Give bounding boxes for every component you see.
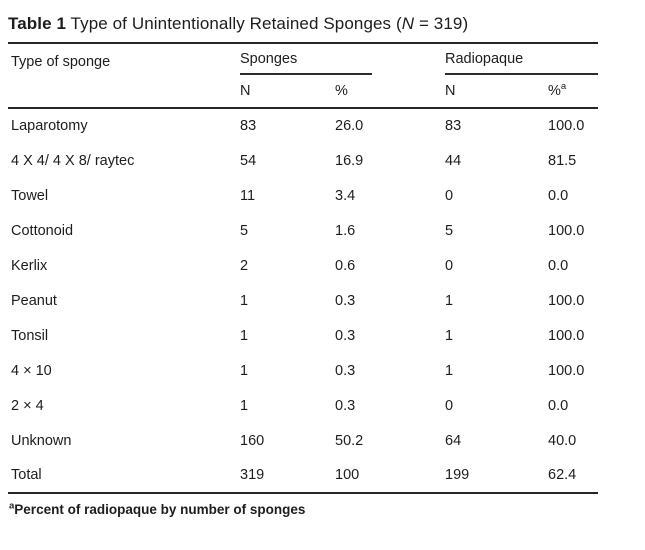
- column-group-sponges: Sponges: [240, 44, 445, 75]
- cell-radiopaque-n: 1: [445, 292, 454, 309]
- table-row: Tonsil 1 0.3 1 100.0: [8, 318, 598, 353]
- table-row: 4 × 10 1 0.3 1 100.0: [8, 353, 598, 388]
- cell-sponges-n: 83: [240, 118, 257, 134]
- cell-sponges-percent: 26.0: [335, 118, 364, 134]
- cell-radiopaque-percent: 100.0: [548, 222, 585, 239]
- table-1-container: Table 1 Type of Unintentionally Retained…: [8, 13, 598, 517]
- cell-sponge-type: 4 X 4/ 4 X 8/ raytec: [11, 152, 135, 169]
- column-group-sponges-label: Sponges: [240, 51, 372, 75]
- cell-sponges-n: 1: [240, 362, 249, 379]
- cell-radiopaque-n: 64: [445, 432, 462, 449]
- cell-sponge-type: Laparotomy: [11, 118, 88, 134]
- table-number-label: Table 1: [8, 14, 67, 33]
- cell-sponges-n: 1: [240, 292, 249, 309]
- cell-sponges-n: 1: [240, 327, 249, 344]
- cell-radiopaque-percent: 100.0: [548, 362, 585, 379]
- table-body: Laparotomy 83 26.0 83 100.0 4 X 4/ 4 X 8…: [8, 108, 598, 493]
- table-row: Peanut 1 0.3 1 100.0: [8, 283, 598, 318]
- cell-radiopaque-n: 0: [445, 397, 454, 414]
- cell-radiopaque-n: 1: [445, 327, 454, 344]
- cell-sponges-percent: 0.3: [335, 327, 356, 344]
- table-caption-suffix: = 319): [414, 14, 469, 33]
- column-header-radiopaque-percent: %a: [548, 75, 598, 109]
- table-row: 4 X 4/ 4 X 8/ raytec 54 16.9 44 81.5: [8, 143, 598, 178]
- table-header: Type of sponge Sponges Radiopaque N % N …: [8, 44, 598, 109]
- cell-sponges-n: 54: [240, 152, 257, 169]
- table-caption-text: Type of Unintentionally Retained Sponges…: [66, 14, 402, 33]
- cell-sponges-n: 319: [240, 467, 265, 483]
- cell-radiopaque-percent: 0.0: [548, 397, 569, 414]
- table-row: 2 × 4 1 0.3 0 0.0: [8, 388, 598, 423]
- cell-radiopaque-n: 199: [445, 467, 470, 483]
- footnote-marker-a: a: [9, 500, 15, 512]
- cell-sponges-percent: 0.6: [335, 257, 356, 274]
- table-caption-n-symbol: N: [401, 14, 415, 33]
- cell-sponges-percent: 100: [335, 467, 360, 483]
- table-title: Table 1 Type of Unintentionally Retained…: [8, 13, 598, 44]
- cell-sponges-percent: 0.3: [335, 362, 356, 379]
- cell-radiopaque-percent: 0.0: [548, 187, 569, 204]
- table-row: Unknown 160 50.2 64 40.0: [8, 423, 598, 458]
- cell-sponge-type: Unknown: [11, 432, 72, 449]
- cell-sponge-type: Towel: [11, 187, 49, 204]
- cell-radiopaque-percent: 40.0: [548, 432, 577, 449]
- cell-radiopaque-percent: 100.0: [548, 118, 585, 134]
- cell-sponge-type: Kerlix: [11, 257, 48, 274]
- cell-radiopaque-n: 1: [445, 362, 454, 379]
- cell-sponges-percent: 1.6: [335, 222, 356, 239]
- cell-radiopaque-percent: 0.0: [548, 257, 569, 274]
- column-header-radiopaque-n: N: [445, 75, 548, 109]
- cell-radiopaque-percent: 100.0: [548, 292, 585, 309]
- cell-sponges-percent: 3.4: [335, 187, 356, 204]
- cell-sponges-percent: 16.9: [335, 152, 364, 169]
- cell-radiopaque-percent: 81.5: [548, 152, 577, 169]
- sub-header-row: N % N %a: [8, 75, 598, 109]
- cell-radiopaque-percent: 62.4: [548, 467, 577, 483]
- column-header-sponges-n: N: [240, 75, 335, 109]
- cell-radiopaque-n: 0: [445, 257, 454, 274]
- table-footnote: aPercent of radiopaque by number of spon…: [8, 494, 598, 517]
- cell-radiopaque-n: 44: [445, 152, 462, 169]
- cell-sponges-n: 160: [240, 432, 265, 449]
- table-row: Cottonoid 5 1.6 5 100.0: [8, 213, 598, 248]
- cell-sponges-n: 11: [240, 187, 256, 204]
- table-row: Total 319 100 199 62.4: [8, 458, 598, 493]
- column-group-radiopaque: Radiopaque: [445, 44, 598, 75]
- cell-sponges-percent: 50.2: [335, 432, 364, 449]
- cell-sponges-percent: 0.3: [335, 292, 356, 309]
- cell-sponges-percent: 0.3: [335, 397, 356, 414]
- cell-sponges-n: 1: [240, 397, 249, 414]
- footnote-marker-a: a: [560, 81, 567, 93]
- cell-radiopaque-n: 0: [445, 187, 454, 204]
- cell-radiopaque-percent: 100.0: [548, 327, 585, 344]
- percent-sign: %: [548, 83, 561, 99]
- column-header-sponges-percent: %: [335, 75, 445, 109]
- footnote-text: Percent of radiopaque by number of spong…: [14, 502, 306, 517]
- cell-radiopaque-n: 83: [445, 118, 462, 134]
- cell-sponge-type: 2 × 4: [11, 397, 44, 414]
- cell-sponges-n: 5: [240, 222, 249, 239]
- cell-sponge-type: Tonsil: [11, 327, 49, 344]
- cell-sponge-type: Peanut: [11, 292, 57, 309]
- retained-sponges-table: Type of sponge Sponges Radiopaque N % N …: [8, 44, 598, 494]
- cell-sponges-n: 2: [240, 257, 249, 274]
- table-row: Laparotomy 83 26.0 83 100.0: [8, 108, 598, 143]
- table-row: Towel 11 3.4 0 0.0: [8, 178, 598, 213]
- table-row: Kerlix 2 0.6 0 0.0: [8, 248, 598, 283]
- cell-sponge-type: Cottonoid: [11, 222, 74, 239]
- cell-radiopaque-n: 5: [445, 222, 454, 239]
- cell-sponge-type: 4 × 10: [11, 362, 52, 379]
- cell-sponge-type: Total: [11, 467, 42, 483]
- group-header-row: Type of sponge Sponges Radiopaque: [8, 44, 598, 109]
- column-group-radiopaque-label: Radiopaque: [445, 51, 598, 75]
- column-header-type-of-sponge: Type of sponge: [8, 44, 240, 109]
